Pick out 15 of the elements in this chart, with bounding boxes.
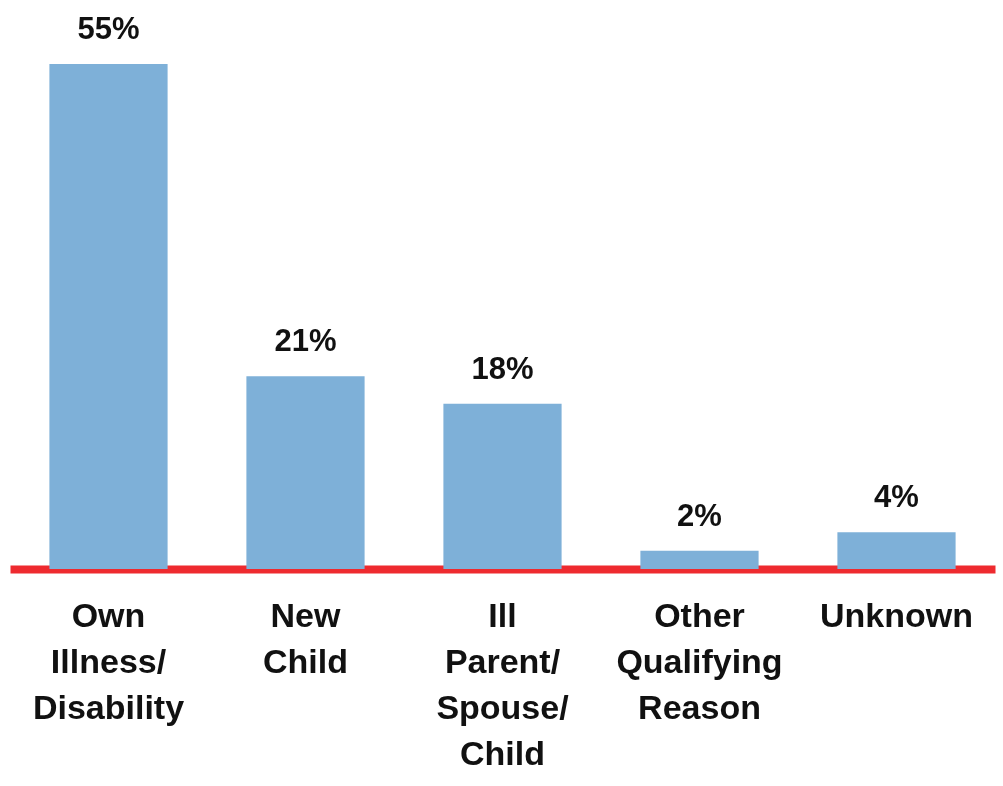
data-label: 55% bbox=[77, 11, 140, 46]
x-tick-label: Other Qualifying Reason bbox=[616, 595, 783, 726]
bar bbox=[49, 64, 168, 569]
data-label: 4% bbox=[874, 479, 919, 515]
data-label: 21% bbox=[274, 323, 337, 359]
data-label: 18% bbox=[471, 350, 534, 386]
x-tick-label: New Child bbox=[263, 595, 348, 680]
bar bbox=[640, 550, 759, 569]
bar bbox=[837, 532, 956, 569]
x-tick-label: Unknown bbox=[820, 595, 973, 634]
bar bbox=[246, 376, 365, 569]
x-tick-label: Ill Parent/Spouse/Child bbox=[436, 595, 570, 772]
bar bbox=[443, 403, 562, 569]
x-tick-label: Own Illness/Disability bbox=[32, 595, 185, 726]
data-label: 2% bbox=[677, 497, 722, 533]
